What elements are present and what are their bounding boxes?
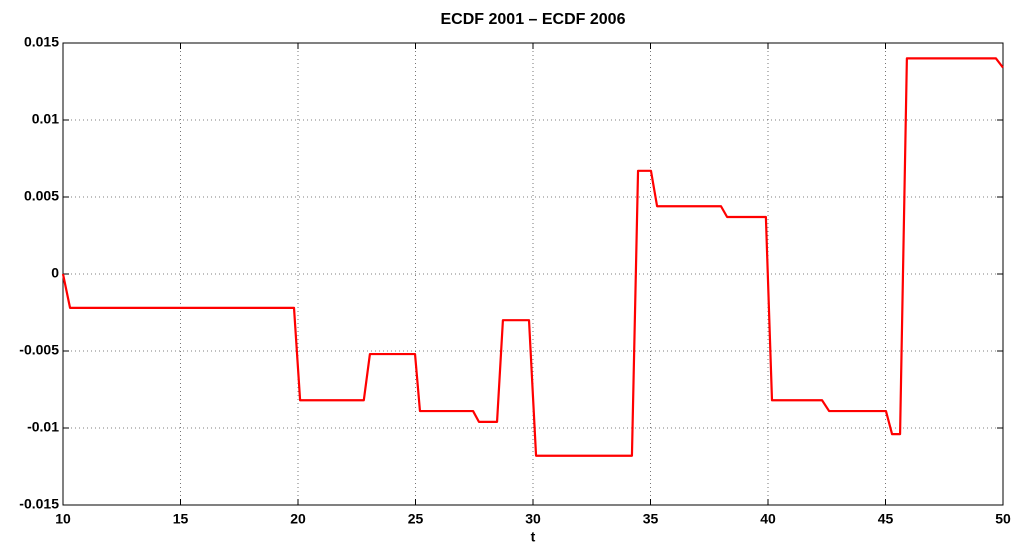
y-tick-label: -0.01: [27, 419, 59, 435]
x-tick-label: 40: [760, 511, 776, 527]
x-tick-label: 30: [525, 511, 541, 527]
y-tick-label: 0.01: [32, 111, 59, 127]
chart-title: ECDF 2001 – ECDF 2006: [441, 11, 626, 28]
x-tick-label: 35: [643, 511, 659, 527]
y-tick-label: -0.005: [19, 342, 59, 358]
x-tick-label: 25: [408, 511, 424, 527]
x-tick-label: 15: [173, 511, 189, 527]
y-tick-label: 0.015: [24, 34, 59, 50]
y-tick-label: 0: [51, 265, 59, 281]
x-tick-label: 50: [995, 511, 1011, 527]
x-axis-label: t: [531, 529, 536, 545]
x-tick-label: 10: [55, 511, 71, 527]
y-tick-label: 0.005: [24, 188, 59, 204]
plot-frame: [62, 42, 1004, 506]
y-tick-label: -0.015: [19, 496, 59, 512]
x-tick-label: 45: [878, 511, 894, 527]
data-line: [61, 57, 1004, 457]
x-tick-label: 20: [290, 511, 306, 527]
